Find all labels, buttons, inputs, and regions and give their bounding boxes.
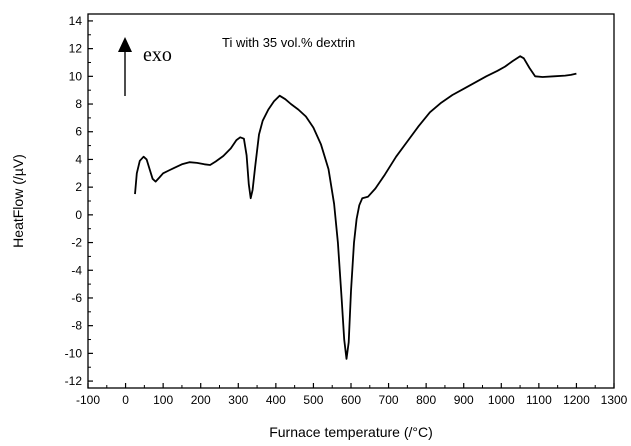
y-tick-label: -10 — [65, 346, 83, 360]
exo-arrow-icon — [118, 37, 132, 96]
x-tick-label: 700 — [379, 393, 399, 407]
y-tick-label: 10 — [69, 69, 83, 83]
y-tick-label: 0 — [75, 208, 82, 222]
x-tick-label: 900 — [454, 393, 474, 407]
y-tick-label: -8 — [71, 319, 82, 333]
x-tick-label: 1300 — [601, 393, 628, 407]
x-tick-label: 1100 — [526, 393, 552, 407]
y-tick-label: 8 — [75, 97, 82, 111]
x-tick-label: 600 — [341, 393, 361, 407]
x-tick-label: 0 — [122, 393, 129, 407]
plot-frame — [87, 13, 615, 389]
x-tick-label: 300 — [228, 393, 248, 407]
y-tick-label: 6 — [75, 125, 82, 139]
x-tick-label: 200 — [191, 393, 211, 407]
exo-label: exo — [143, 44, 172, 66]
chart-annotation: Ti with 35 vol.% dextrin — [222, 35, 355, 50]
x-tick-label: -100 — [76, 393, 100, 407]
series-line — [134, 55, 577, 360]
y-tick-label: -2 — [71, 236, 82, 250]
x-axis-label: Furnace temperature (/°C) — [269, 424, 433, 440]
x-tick-label: 800 — [416, 393, 436, 407]
y-tick-label: -4 — [71, 263, 82, 277]
y-tick-label: 12 — [69, 42, 83, 56]
y-tick-label: -6 — [71, 291, 82, 305]
x-tick-label: 100 — [153, 393, 173, 407]
x-tick-label: 400 — [266, 393, 286, 407]
y-tick-label: 4 — [75, 152, 82, 166]
x-tick-label: 1200 — [563, 393, 590, 407]
y-tick-label: 14 — [69, 14, 83, 28]
x-tick-label: 1000 — [488, 393, 515, 407]
y-tick-label: 2 — [75, 180, 82, 194]
x-tick-label: 500 — [303, 393, 323, 407]
y-tick-label: -12 — [65, 374, 83, 388]
y-axis-label: HeatFlow (/µV) — [10, 154, 26, 248]
